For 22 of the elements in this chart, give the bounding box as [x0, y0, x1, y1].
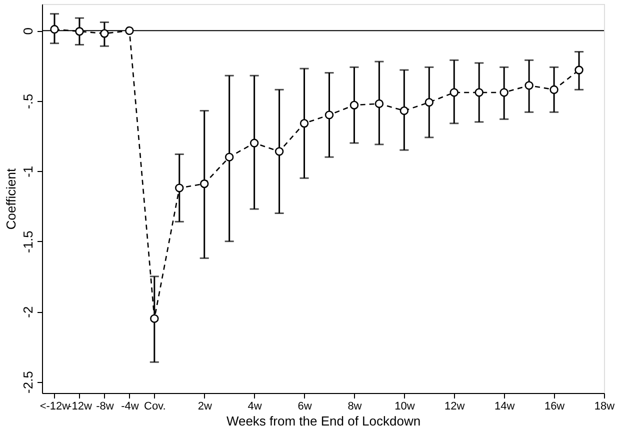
y-tick-label: -1.5	[20, 230, 36, 254]
y-tick-label: -2	[20, 306, 36, 318]
y-tick-label: -2.5	[20, 371, 36, 394]
x-tick-label: 2w	[198, 400, 212, 412]
x-tick-label: -8w	[96, 400, 114, 412]
x-tick-label: 12w	[444, 400, 465, 412]
y-tick-label: 0	[20, 28, 36, 35]
x-tick-label: 4w	[248, 400, 262, 412]
x-tick-label: 14w	[494, 400, 515, 412]
x-tick-label: 6w	[298, 400, 312, 412]
x-tick-label: 16w	[544, 400, 565, 412]
y-tick-label: -.5	[20, 94, 36, 109]
y-axis-title: Coefficient	[4, 168, 18, 230]
x-tick-label: -12w	[68, 400, 92, 412]
x-tick-label: Cov.	[144, 400, 166, 412]
x-tick-label: 18w	[594, 400, 615, 412]
x-tick-label: <-12w	[40, 400, 70, 412]
x-tick-label: 10w	[394, 400, 415, 412]
x-tick-label: -4w	[121, 400, 139, 412]
y-tick-label: -1	[20, 166, 36, 178]
x-axis-title: Weeks from the End of Lockdown	[226, 414, 421, 428]
x-tick-label: 8w	[348, 400, 362, 412]
